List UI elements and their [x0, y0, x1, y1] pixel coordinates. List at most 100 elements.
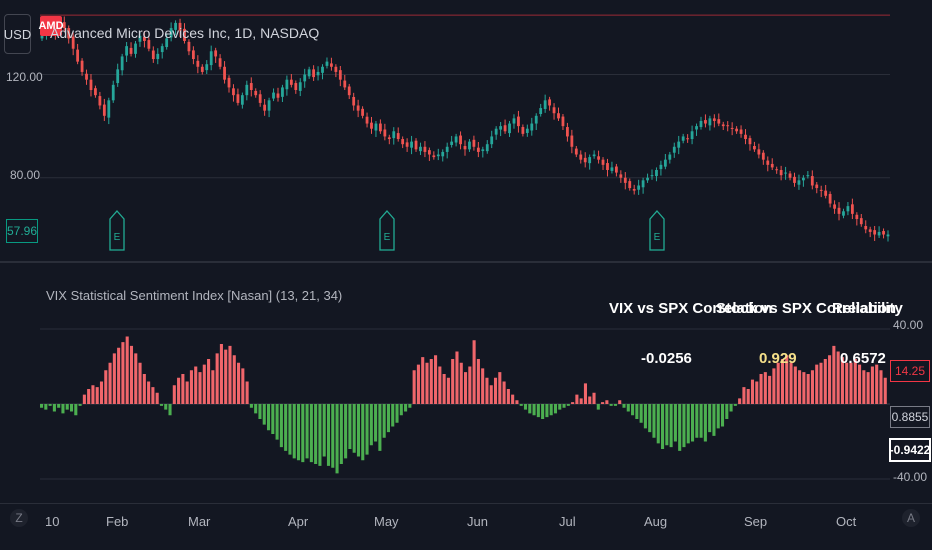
histogram-bar: [750, 379, 755, 404]
histogram-bar: [82, 394, 86, 404]
histogram-bar: [648, 404, 652, 433]
earnings-marker-label: E: [654, 232, 661, 243]
candle-body: [387, 137, 391, 140]
candle-body: [98, 96, 102, 106]
histogram-bar: [511, 394, 515, 404]
histogram-bar: [266, 404, 271, 431]
histogram-bar: [755, 381, 759, 404]
histogram-bar: [57, 404, 61, 408]
histogram-bar: [489, 385, 493, 404]
candle-body: [837, 207, 841, 214]
histogram-bar: [725, 404, 729, 419]
indicator-title[interactable]: VIX Statistical Sentiment Index [Nasan] …: [46, 288, 343, 303]
earnings-marker-icon[interactable]: E: [108, 210, 126, 252]
earnings-marker-label: E: [114, 232, 121, 243]
pane-divider[interactable]: [0, 261, 932, 263]
histogram-bar: [571, 402, 575, 404]
candle-body: [525, 128, 529, 133]
candle-body: [672, 146, 676, 153]
candle-body: [850, 204, 854, 214]
candle-body: [405, 142, 409, 147]
histogram-bar: [836, 351, 840, 404]
histogram-bar: [275, 404, 279, 440]
histogram-bar: [446, 377, 450, 404]
candle-body: [797, 180, 801, 185]
earnings-marker-icon[interactable]: E: [648, 210, 666, 252]
histogram-bar: [849, 362, 853, 404]
histogram-bar: [288, 404, 292, 455]
candle-body: [174, 22, 177, 30]
correlation-value-tag: 0.8855: [890, 406, 930, 428]
candle-body: [592, 154, 596, 157]
last-price-tag: 57.96: [6, 219, 38, 243]
histogram-bar: [455, 351, 459, 404]
earnings-marker-icon[interactable]: E: [378, 210, 396, 252]
histogram-bar: [224, 349, 228, 404]
histogram-bar: [134, 353, 138, 404]
candle-body: [757, 149, 761, 155]
histogram-bar: [318, 404, 322, 466]
candles: [40, 16, 890, 242]
histogram-bar: [61, 404, 65, 414]
candle-body: [276, 93, 280, 98]
time-label: Apr: [288, 514, 309, 529]
candle-body: [116, 69, 120, 84]
histogram-bar: [211, 370, 215, 404]
currency-button[interactable]: USD: [4, 14, 31, 54]
histogram-bar: [738, 398, 742, 404]
histogram-bar: [858, 364, 862, 404]
histogram-bar: [181, 374, 185, 404]
time-label: Jun: [467, 514, 488, 529]
candle-body: [699, 120, 703, 128]
histogram-bar: [339, 404, 343, 464]
candle-body: [668, 154, 672, 160]
histogram-bar: [69, 404, 74, 412]
candle-body: [71, 36, 75, 49]
candle-body: [646, 177, 649, 181]
histogram-bar: [682, 404, 686, 448]
candle-body: [129, 47, 133, 54]
table-value-reliability: 0.6572: [840, 350, 886, 367]
candle-body: [40, 35, 44, 39]
candle-body: [677, 141, 681, 148]
symbol-title: Advanced Micro Devices Inc, 1D, NASDAQ: [50, 25, 320, 41]
histogram-bar: [532, 404, 536, 416]
histogram-bar: [785, 355, 789, 404]
histogram-bar: [258, 404, 262, 419]
histogram-bar: [613, 404, 617, 406]
candle-body: [632, 188, 636, 191]
price-chart[interactable]: [0, 0, 932, 260]
candle-body: [76, 49, 80, 62]
histogram-bar: [228, 345, 232, 404]
candle-body: [623, 177, 627, 183]
histogram-bar: [296, 404, 301, 461]
histogram-bar: [541, 404, 545, 419]
auto-scale-button[interactable]: A: [902, 509, 920, 527]
histogram-bar: [823, 359, 827, 404]
candle-body: [828, 194, 832, 204]
price-tick-label: 120.00: [6, 70, 43, 84]
histogram-bar: [802, 372, 806, 404]
histogram-bar: [845, 362, 849, 404]
histogram-bar: [254, 404, 258, 414]
histogram-bar: [279, 404, 283, 448]
candle-body: [819, 189, 823, 191]
histogram-bar: [690, 404, 695, 442]
histogram-bar: [536, 404, 540, 418]
candle-body: [481, 149, 485, 152]
indicator-chart[interactable]: [0, 263, 932, 503]
candle-body: [374, 123, 378, 131]
histogram-bar: [476, 359, 480, 404]
timezone-button[interactable]: Z: [10, 509, 28, 527]
histogram-bar: [438, 366, 442, 404]
time-label: Sep: [744, 514, 768, 529]
histogram-bar: [545, 404, 549, 418]
histogram-bar: [592, 392, 596, 404]
candle-body: [160, 46, 164, 53]
candle-body: [655, 170, 658, 177]
histogram-bar: [515, 400, 519, 404]
candle-body: [570, 135, 574, 147]
symbol-badge[interactable]: AMD: [38, 16, 64, 36]
candle-body: [793, 176, 796, 183]
candle-body: [579, 154, 583, 160]
